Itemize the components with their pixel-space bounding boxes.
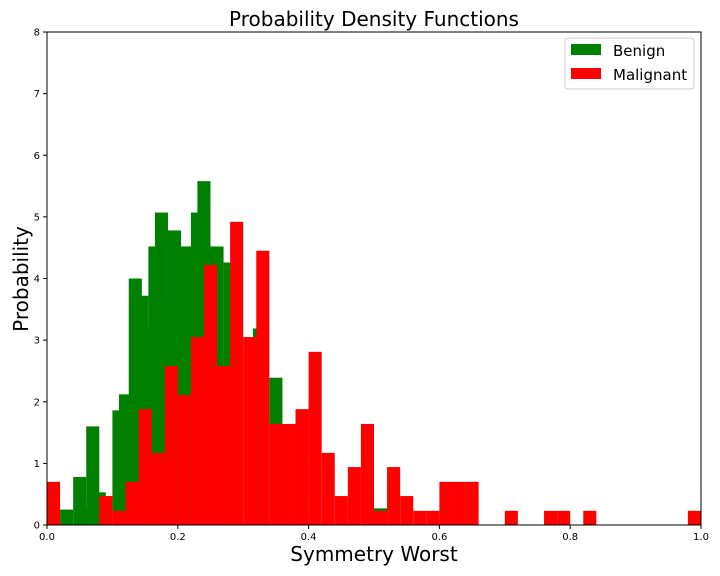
malignant-bar-8	[190, 337, 204, 525]
y-tick-label: 6	[34, 151, 40, 162]
malignant-bar-31	[544, 510, 558, 525]
y-tick-label: 5	[34, 212, 40, 223]
malignant-bar-0	[47, 481, 61, 525]
malignant-bar-7	[177, 394, 191, 525]
malignant-bar-30	[504, 510, 518, 525]
malignant-bar-22	[374, 510, 388, 525]
legend-label-benign: Benign	[613, 42, 665, 60]
y-tick-label: 0	[34, 521, 40, 532]
malignant-bar-2	[112, 510, 126, 525]
legend-swatch-benign	[571, 44, 601, 55]
malignant-bar-13	[256, 250, 270, 525]
y-axis-title: Probability	[9, 226, 33, 332]
y-tick-label: 3	[34, 336, 40, 347]
benign-bar-0	[60, 509, 74, 525]
legend-swatch-malignant	[571, 68, 601, 79]
x-axis-title: Symmetry Worst	[290, 542, 458, 566]
malignant-bar-28	[452, 481, 466, 525]
y-axis-ticks: 0 1 2 3 4 5 6 7 8	[34, 28, 47, 532]
x-tick-label: 0.0	[39, 532, 55, 543]
malignant-bar-24	[400, 496, 414, 525]
malignant-bars	[47, 221, 701, 525]
legend-label-malignant: Malignant	[613, 66, 687, 84]
malignant-bar-6	[164, 366, 178, 525]
y-tick-label: 7	[34, 89, 40, 100]
malignant-bar-23	[387, 467, 401, 525]
malignant-bar-26	[426, 510, 440, 525]
malignant-bar-14	[269, 423, 283, 525]
malignant-bar-16	[295, 409, 309, 525]
malignant-bar-15	[282, 423, 296, 525]
malignant-bar-21	[360, 423, 374, 525]
legend: Benign Malignant	[564, 37, 695, 90]
x-tick-label: 0.4	[301, 532, 317, 543]
malignant-bar-17	[308, 351, 322, 525]
malignant-bar-19	[334, 496, 348, 525]
x-axis-ticks: 0.0 0.2 0.4 0.6 0.8 1.0	[39, 525, 709, 543]
malignant-bar-25	[413, 510, 427, 525]
x-tick-label: 0.6	[431, 532, 447, 543]
malignant-bar-20	[347, 467, 361, 525]
malignant-bar-5	[151, 452, 165, 525]
malignant-bar-4	[138, 409, 152, 525]
malignant-bar-12	[243, 337, 257, 525]
y-tick-label: 2	[34, 397, 40, 408]
malignant-bar-29	[465, 481, 479, 525]
y-tick-label: 8	[34, 28, 40, 39]
malignant-bar-27	[439, 481, 453, 525]
x-tick-label: 0.2	[170, 532, 186, 543]
x-tick-label: 1.0	[693, 532, 709, 543]
malignant-bar-11	[230, 221, 244, 525]
malignant-bar-3	[125, 481, 139, 525]
malignant-bar-9	[203, 264, 218, 525]
malignant-bar-34	[687, 510, 701, 525]
malignant-bar-33	[583, 510, 597, 525]
chart-title: Probability Density Functions	[229, 7, 519, 31]
plot-area: 0.0 0.2 0.4 0.6 0.8 1.0 0 1 2 3 4 5 6 7 8	[34, 28, 709, 544]
y-tick-label: 1	[34, 459, 40, 470]
malignant-bar-10	[217, 366, 231, 525]
malignant-bar-32	[557, 510, 571, 525]
x-tick-label: 0.8	[562, 532, 578, 543]
y-tick-label: 4	[34, 274, 40, 285]
malignant-bar-18	[321, 452, 335, 525]
malignant-bar-1	[99, 496, 113, 525]
